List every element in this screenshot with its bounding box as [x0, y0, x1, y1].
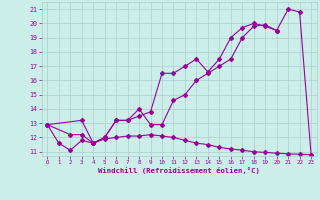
X-axis label: Windchill (Refroidissement éolien,°C): Windchill (Refroidissement éolien,°C) [98, 167, 260, 174]
